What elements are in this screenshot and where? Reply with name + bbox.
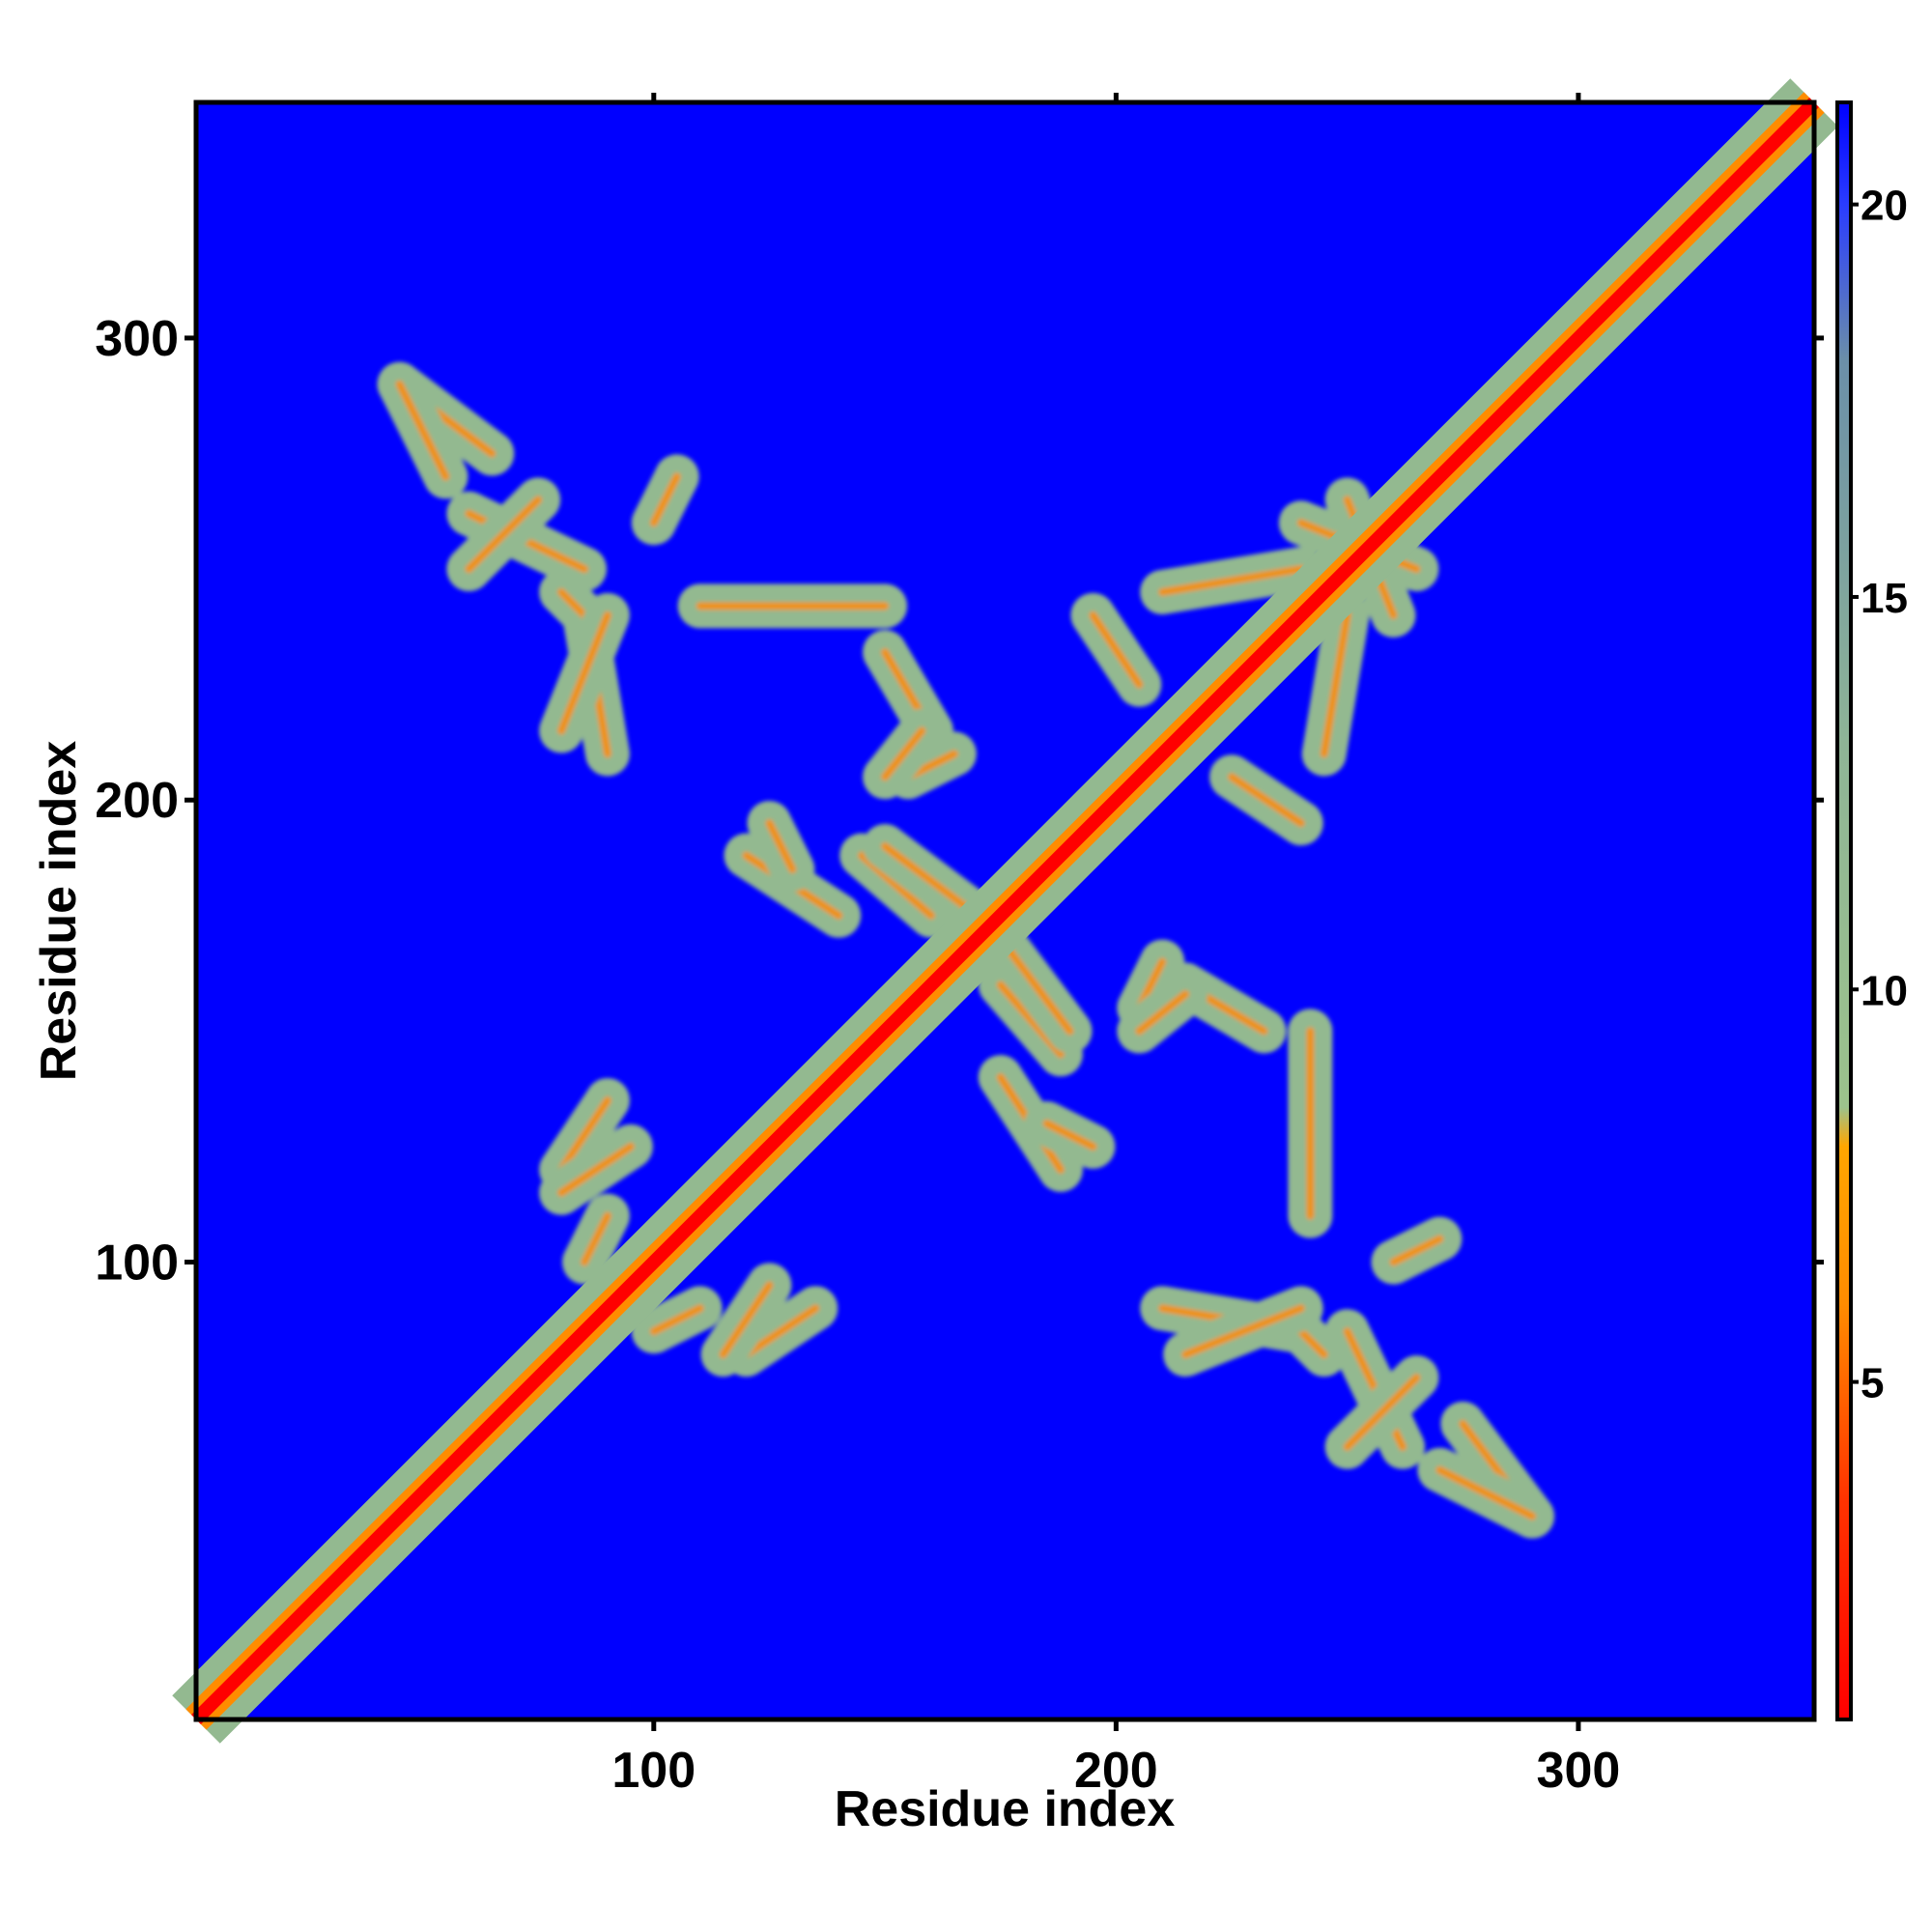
contact-core-a11	[1158, 565, 1305, 596]
contact-core-a14	[1296, 1327, 1328, 1359]
contact-core-a9	[1042, 1120, 1097, 1151]
y-tick-label-300: 300	[95, 311, 179, 367]
contact-core-b20	[557, 611, 611, 735]
x-axis: 100 200 300	[611, 93, 1620, 1799]
contact-core-b14	[557, 587, 588, 619]
contact-core-b13	[1089, 611, 1144, 689]
diagonal-core	[191, 98, 1819, 1724]
contact-core-a19	[649, 1304, 704, 1336]
contact-core-a6	[858, 851, 935, 920]
contact-features	[377, 361, 1555, 1539]
contact-core-b15	[465, 496, 543, 574]
y-axis-title: Residue index	[31, 741, 87, 1082]
contact-core-a13	[1228, 773, 1305, 828]
contact-core-b21	[649, 472, 681, 527]
colorbar-tick-label-20: 20	[1861, 183, 1908, 230]
contact-core-a16	[1435, 1465, 1537, 1520]
contact-core-a17	[742, 1304, 820, 1359]
contact-core-b11	[1320, 611, 1351, 758]
contact-core-a20	[1181, 1304, 1305, 1359]
x-tick-label-300: 300	[1537, 1743, 1621, 1799]
contact-core-a21	[1389, 1235, 1444, 1266]
colorbar-tick-label-15: 15	[1861, 575, 1908, 622]
plot-frame	[193, 99, 1817, 1722]
contact-core-b19	[581, 1211, 611, 1266]
colorbar: 5 10 15 20	[1835, 100, 1908, 1721]
x-tick-label-200: 200	[1074, 1743, 1158, 1799]
contact-core-a10	[1135, 990, 1190, 1036]
contact-core-b17	[557, 1096, 611, 1174]
contact-core-a15	[1343, 1374, 1421, 1451]
colorbar-gradient	[1835, 100, 1853, 1721]
contact-core-b8	[881, 842, 981, 920]
diagonal-band	[172, 78, 1838, 1744]
contact-core-a18	[557, 1142, 635, 1197]
colorbar-ticks: 5 10 15 20	[1851, 183, 1908, 1407]
x-axis-title: Residue index	[835, 1781, 1176, 1837]
contact-core-b16	[395, 380, 450, 481]
heatmap-plot	[172, 78, 1838, 1744]
colorbar-tick-label-10: 10	[1861, 967, 1908, 1014]
x-tick-label-100: 100	[611, 1743, 696, 1799]
contact-core-a8	[996, 934, 1074, 1036]
contact-core-b6	[996, 980, 1065, 1059]
contact-core-b9	[765, 819, 797, 873]
contact-core-b18	[719, 1281, 774, 1359]
colorbar-tick-label-5: 5	[1861, 1360, 1884, 1407]
contact-core-b10	[881, 726, 926, 781]
y-tick-label-100: 100	[95, 1235, 179, 1291]
y-tick-label-200: 200	[95, 773, 179, 829]
y-axis: 100 200 300	[95, 311, 1824, 1291]
